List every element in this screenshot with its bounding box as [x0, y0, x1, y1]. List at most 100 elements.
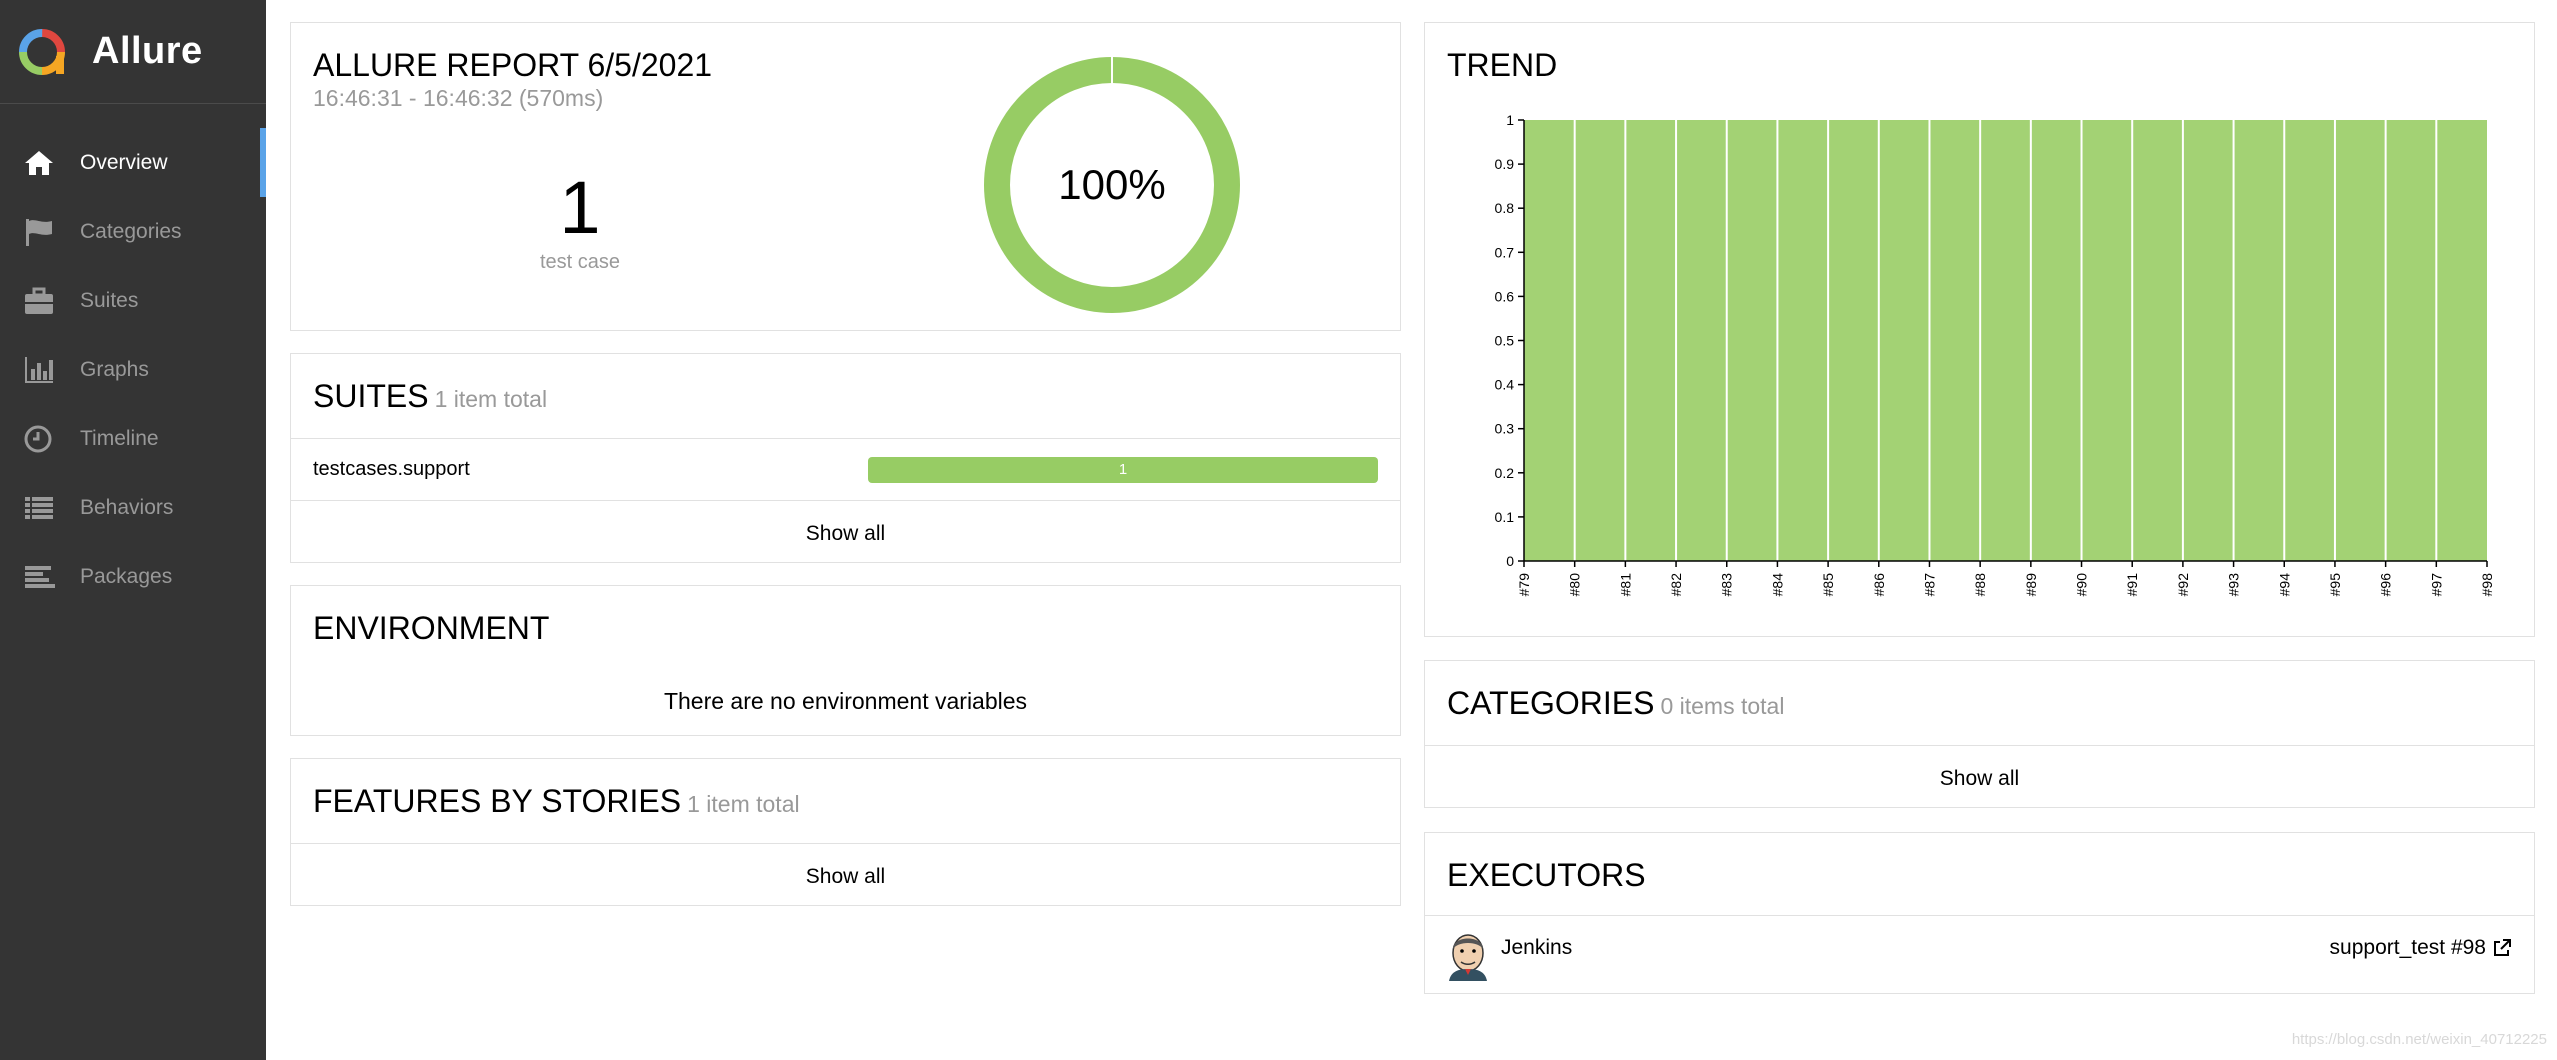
sidebar-nav: Overview Categories Suites Graphs Timeli…	[0, 128, 266, 611]
sidebar-item-label: Suites	[80, 288, 139, 312]
trend-area-passed	[1524, 120, 2487, 561]
watermark: https://blog.csdn.net/weixin_40712225	[2291, 1031, 2547, 1048]
categories-widget: CATEGORIES 0 items total Show all	[1424, 660, 2535, 808]
executor-build-label: support_test #98	[2329, 936, 2486, 959]
home-icon	[22, 148, 56, 178]
suite-name[interactable]: testcases.support	[313, 458, 470, 480]
suites-count: 1 item total	[434, 386, 548, 412]
features-widget: FEATURES BY STORIES 1 item total Show all	[290, 758, 1401, 906]
sidebar-item-label: Packages	[80, 564, 173, 588]
suite-status-bar[interactable]: 1	[868, 457, 1378, 483]
sidebar-item-suites[interactable]: Suites	[0, 266, 266, 335]
trend-x-tick-label: #93	[2226, 573, 2242, 597]
executors-title: EXECUTORS	[1447, 857, 1646, 893]
trend-y-tick-label: 0.6	[1495, 288, 1515, 304]
trend-chart[interactable]: 0 0.1 0.2 0.3 0.4 0.5 0.6 0.7 0.8 0.9 1 #79 #80 #81 #8…	[1425, 23, 2534, 636]
sidebar-item-label: Overview	[80, 150, 168, 174]
trend-widget: TREND 0 0.1 0.2 0.3 0.4 0.5 0.6 0.7 0.8 0.9 1 #79 #8…	[1424, 22, 2535, 637]
sidebar-item-timeline[interactable]: Timeline	[0, 404, 266, 473]
sidebar-item-packages[interactable]: Packages	[0, 542, 266, 611]
trend-x-tick-label: #92	[2175, 573, 2191, 597]
report-title: ALLURE REPORT 6/5/2021	[313, 47, 713, 83]
trend-y-tick-label: 0.3	[1495, 421, 1515, 437]
trend-x-tick-label: #94	[2276, 573, 2292, 597]
suites-title: SUITES	[313, 378, 429, 414]
divider	[291, 500, 1400, 501]
trend-y-tick-label: 0.2	[1495, 465, 1515, 481]
categories-show-all-button[interactable]: Show all	[1939, 767, 2020, 790]
trend-x-tick-label: #90	[2074, 573, 2090, 597]
trend-x-tick-label: #97	[2428, 573, 2444, 597]
allure-logo	[19, 28, 65, 75]
trend-x-tick-label: #79	[1516, 573, 1532, 597]
trend-x-tick-label: #89	[2023, 573, 2039, 597]
executors-widget: EXECUTORS Jenkins support_test #98	[1424, 832, 2535, 994]
suites-widget: SUITES 1 item total testcases.support 1 S…	[290, 353, 1401, 563]
sidebar-item-label: Behaviors	[80, 495, 174, 519]
trend-x-tick-label: #81	[1617, 573, 1633, 597]
trend-x-tick-label: #84	[1769, 573, 1785, 597]
trend-x-tick-label: #86	[1871, 573, 1887, 597]
trend-y-tick-label: 0	[1506, 553, 1514, 569]
trend-x-tick-label: #95	[2327, 573, 2343, 597]
environment-widget: ENVIRONMENT There are no environment var…	[290, 585, 1401, 736]
list-icon	[22, 493, 56, 523]
bar-chart-icon	[22, 355, 56, 385]
trend-y-tick-label: 0.8	[1495, 200, 1515, 216]
sidebar-item-graphs[interactable]: Graphs	[0, 335, 266, 404]
trend-x-tick-label: #98	[2479, 573, 2495, 597]
brand[interactable]: Allure	[0, 0, 266, 104]
sidebar-item-behaviors[interactable]: Behaviors	[0, 473, 266, 542]
align-left-icon	[22, 562, 56, 592]
features-count: 1 item total	[687, 791, 800, 817]
trend-y-tick-label: 0.4	[1495, 377, 1515, 393]
trend-y-tick-label: 0.1	[1495, 509, 1515, 525]
trend-title: TREND	[1447, 47, 1558, 83]
clock-icon	[22, 424, 56, 454]
features-title: FEATURES BY STORIES	[313, 783, 682, 819]
trend-x-tick-label: #83	[1719, 573, 1735, 597]
divider	[291, 438, 1400, 439]
environment-title: ENVIRONMENT	[313, 610, 550, 646]
sidebar-item-label: Graphs	[80, 357, 149, 381]
success-donut-chart[interactable]: 100%	[984, 57, 1240, 313]
trend-x-tick-label: #87	[1921, 573, 1937, 597]
divider	[1425, 745, 2534, 746]
suites-show-all-button[interactable]: Show all	[805, 522, 886, 545]
trend-x-tick-label: #80	[1567, 573, 1583, 597]
trend-x-tick-label: #82	[1668, 573, 1684, 597]
widget-title: CATEGORIES 0 items total	[1425, 687, 1806, 719]
trend-x-tick-label: #96	[2378, 573, 2394, 597]
executor-build-link[interactable]: support_test #98	[2330, 936, 2512, 960]
app-name: Allure	[92, 30, 203, 72]
trend-x-tick-label: #88	[1972, 573, 1988, 597]
environment-empty-message: There are no environment variables	[663, 688, 1028, 714]
trend-y-tick-label: 0.5	[1495, 333, 1515, 349]
trend-y-tick-label: 0.9	[1495, 156, 1515, 172]
trend-x-tick-label: #85	[1820, 573, 1836, 597]
divider	[1425, 915, 2534, 916]
test-case-count: 1	[559, 166, 601, 249]
widget-title: FEATURES BY STORIES 1 item total	[291, 785, 822, 817]
external-link-icon	[2494, 939, 2511, 956]
trend-y-tick-label: 1	[1506, 112, 1514, 128]
sidebar-item-label: Categories	[80, 219, 182, 243]
widget-title: SUITES 1 item total	[291, 380, 569, 412]
divider	[291, 843, 1400, 844]
test-case-label: test case	[539, 251, 621, 273]
flag-icon	[22, 217, 56, 247]
sidebar-item-label: Timeline	[80, 426, 159, 450]
summary-widget: ALLURE REPORT 6/5/2021 16:46:31 - 16:46:…	[290, 22, 1401, 331]
report-time-range: 16:46:31 - 16:46:32 (570ms)	[313, 85, 604, 111]
features-show-all-button[interactable]: Show all	[805, 865, 886, 888]
jenkins-avatar	[1449, 934, 1487, 981]
sidebar: Allure Overview Categories Suites Graphs	[0, 0, 266, 1060]
donut-percent: 100%	[1058, 161, 1165, 208]
sidebar-item-overview[interactable]: Overview	[0, 128, 266, 197]
sidebar-item-categories[interactable]: Categories	[0, 197, 266, 266]
categories-title: CATEGORIES	[1447, 685, 1655, 721]
categories-count: 0 items total	[1660, 693, 1785, 719]
briefcase-icon	[22, 286, 56, 316]
trend-y-tick-label: 0.7	[1495, 244, 1515, 260]
trend-x-tick-label: #91	[2124, 573, 2140, 597]
